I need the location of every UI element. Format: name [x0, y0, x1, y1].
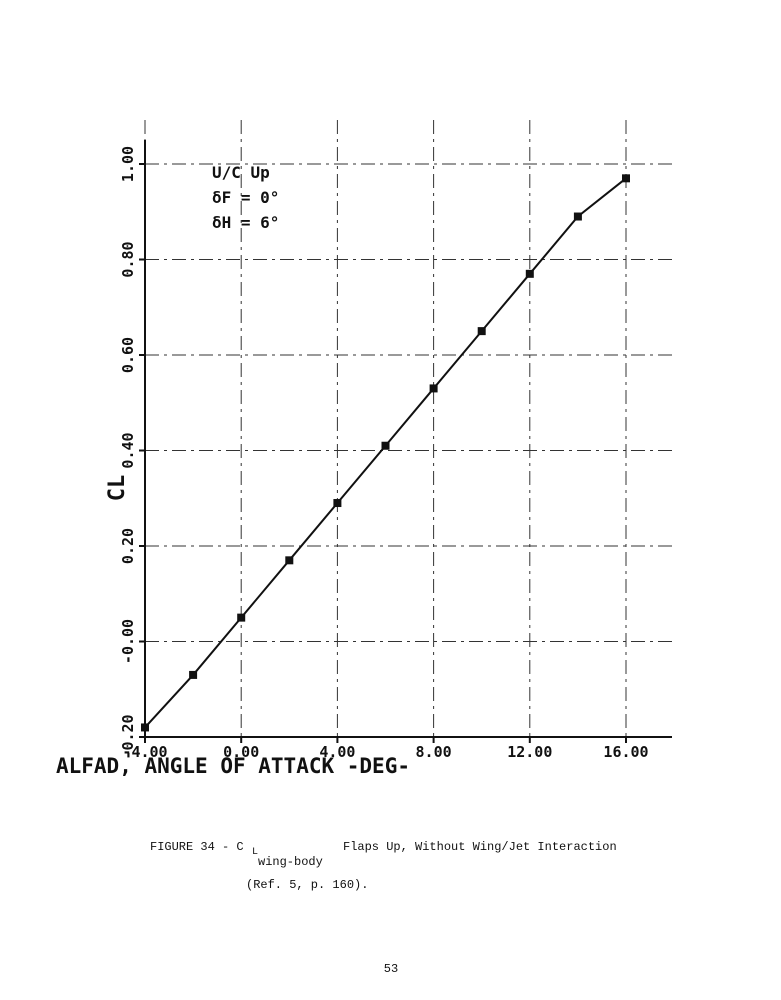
data-point [573, 212, 582, 221]
data-point [189, 670, 198, 679]
y-axis-label: CL [105, 475, 130, 502]
data-point [333, 499, 342, 508]
x-tick-label: 8.00 [416, 743, 452, 761]
x-tick-label: 4.00 [319, 743, 355, 761]
caption-prefix: FIGURE 34 - C [150, 840, 244, 854]
x-axis-label: ALFAD, ANGLE OF ATTACK -DEG- [56, 754, 410, 778]
data-point [285, 556, 294, 565]
page-number: 53 [384, 962, 398, 976]
x-tick-label: 12.00 [507, 743, 552, 761]
y-tick-label: 0.60 [119, 337, 137, 373]
annotation: U/C Up [212, 163, 270, 182]
annotation: δH = 6° [212, 213, 279, 232]
y-tick-label: 0.40 [119, 432, 137, 468]
caption-reference: (Ref. 5, p. 160). [246, 878, 368, 892]
data-point [429, 384, 438, 393]
data-point [381, 441, 390, 450]
data-line [144, 177, 627, 729]
caption-subscript: wing-body [258, 855, 323, 869]
data-point [525, 269, 534, 278]
x-tick-label: 16.00 [603, 743, 648, 761]
annotation: δF = 0° [212, 188, 279, 207]
y-tick-label: -0.20 [119, 714, 137, 759]
data-point [237, 613, 246, 622]
data-point [141, 723, 149, 732]
caption-subscript: L [252, 847, 258, 858]
data-point [477, 327, 486, 336]
y-tick-label: 0.20 [119, 528, 137, 564]
y-tick-label: -0.00 [119, 619, 137, 664]
y-tick-label: 1.00 [119, 146, 137, 182]
caption-text: Flaps Up, Without Wing/Jet Interaction [343, 840, 617, 854]
x-tick-label: 0.00 [223, 743, 259, 761]
data-point [622, 174, 630, 183]
y-tick-label: 0.80 [119, 241, 137, 277]
x-tick-label: -4.00 [122, 743, 167, 761]
